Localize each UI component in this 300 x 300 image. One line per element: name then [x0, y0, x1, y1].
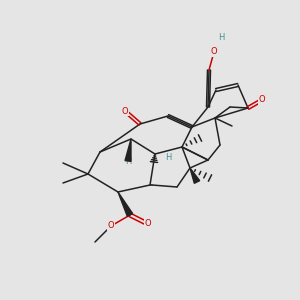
Polygon shape [125, 139, 131, 161]
Text: O: O [259, 95, 265, 104]
Text: H: H [165, 154, 171, 163]
Text: H: H [125, 157, 131, 166]
Text: O: O [211, 47, 217, 56]
Polygon shape [190, 168, 200, 183]
Text: O: O [108, 221, 114, 230]
Text: O: O [145, 220, 151, 229]
Text: O: O [122, 106, 128, 116]
Polygon shape [118, 192, 133, 216]
Text: H: H [218, 32, 224, 41]
